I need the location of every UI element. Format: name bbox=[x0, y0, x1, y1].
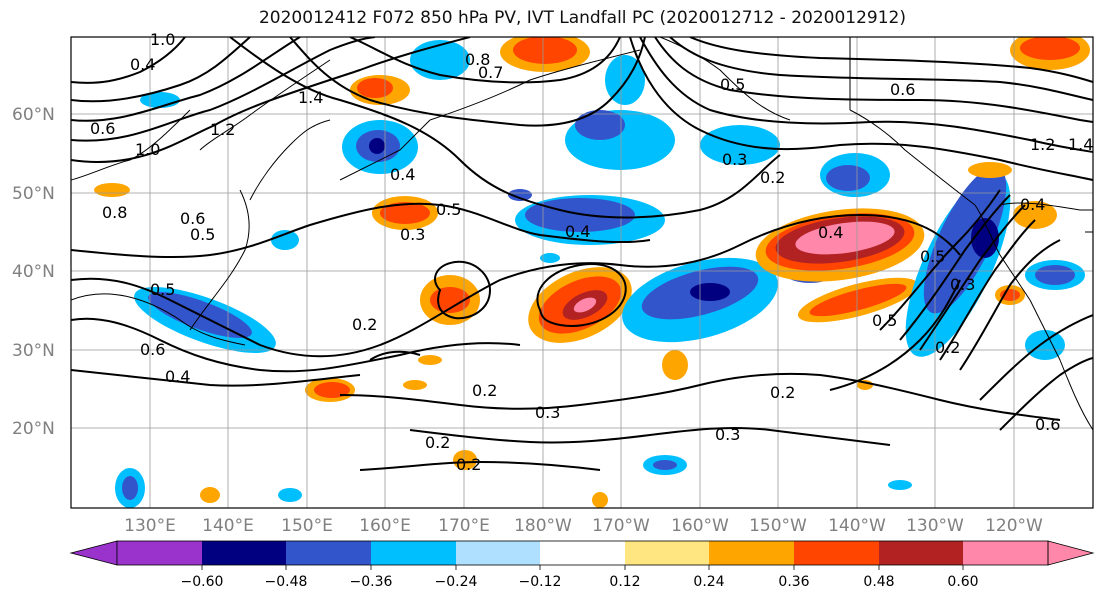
lon-label: 180°W bbox=[514, 516, 572, 536]
colorbar-bin bbox=[371, 541, 456, 565]
contour-label: 0.2 bbox=[760, 168, 785, 187]
contour-label: 0.5 bbox=[720, 75, 745, 94]
lon-label: 170°E bbox=[438, 516, 490, 536]
colorbar-bin bbox=[794, 541, 879, 565]
lon-label: 130°E bbox=[124, 516, 176, 536]
map-title: 2020012412 F072 850 hPa PV, IVT Landfall… bbox=[258, 8, 906, 28]
colorbar-extend-high bbox=[1047, 540, 1095, 566]
colorbar-bin bbox=[202, 541, 286, 565]
contour-label: 1.4 bbox=[298, 88, 323, 107]
contour-label: 0.7 bbox=[478, 63, 503, 82]
lon-label: 140°W bbox=[828, 516, 886, 536]
contour-label: 0.5 bbox=[150, 280, 175, 299]
contour-label: 0.5 bbox=[920, 247, 945, 266]
colorbar-tick-label: 0.60 bbox=[947, 574, 978, 590]
colorbar-tick-label: −0.12 bbox=[519, 574, 562, 590]
colorbar-tick-label: −0.24 bbox=[435, 574, 478, 590]
contour-label: 1.0 bbox=[135, 140, 160, 159]
ivt-contours bbox=[71, 37, 1093, 471]
contour-label: 0.6 bbox=[1035, 415, 1060, 434]
contour-label: 0.3 bbox=[400, 225, 425, 244]
contour-label: 0.8 bbox=[465, 50, 490, 69]
contour-label: 0.2 bbox=[456, 455, 481, 474]
latitude-labels: 60°N 50°N 40°N 30°N 20°N bbox=[12, 105, 55, 439]
contour-label: 0.3 bbox=[535, 403, 560, 422]
lon-label: 160°W bbox=[671, 516, 729, 536]
colorbar-tick-label: −0.60 bbox=[181, 574, 224, 590]
contour-label: 0.2 bbox=[770, 383, 795, 402]
lon-label: 140°E bbox=[202, 516, 254, 536]
contour-label: 1.0 bbox=[150, 30, 175, 49]
longitude-labels: 130°E 140°E 150°E 160°E 170°E 180°W 170°… bbox=[124, 516, 1043, 536]
colorbar-bin bbox=[540, 541, 625, 565]
contour-label: 0.2 bbox=[425, 433, 450, 452]
colorbar-extend-low bbox=[69, 540, 118, 566]
contour-label: 0.3 bbox=[722, 150, 747, 169]
contour-label: 0.2 bbox=[472, 381, 497, 400]
contour-label: 0.3 bbox=[715, 425, 740, 444]
lat-label: 20°N bbox=[12, 419, 55, 439]
lon-label: 170°W bbox=[592, 516, 650, 536]
contour-label: 0.6 bbox=[140, 340, 165, 359]
lon-label: 120°W bbox=[985, 516, 1043, 536]
contour-label: 0.2 bbox=[935, 338, 960, 357]
contour-label: 0.4 bbox=[1020, 195, 1045, 214]
colorbar-bin bbox=[117, 541, 202, 565]
map-frame bbox=[70, 36, 1094, 509]
contour-label: 0.6 bbox=[90, 119, 115, 138]
contour-label: 0.6 bbox=[180, 209, 205, 228]
lon-label: 150°E bbox=[281, 516, 333, 536]
contour-label: 0.2 bbox=[352, 315, 377, 334]
colorbar-tick-label: −0.48 bbox=[265, 574, 308, 590]
colorbar-bin bbox=[286, 541, 371, 565]
lat-label: 30°N bbox=[12, 341, 55, 361]
lat-label: 40°N bbox=[12, 262, 55, 282]
colorbar-bin bbox=[709, 541, 794, 565]
contour-label: 0.4 bbox=[165, 367, 190, 386]
colorbar-bin bbox=[625, 541, 709, 565]
contour-label: 1.2 bbox=[1030, 135, 1055, 154]
lat-label: 60°N bbox=[12, 105, 55, 125]
contour-label: 0.4 bbox=[130, 55, 155, 74]
contour-label: 0.4 bbox=[818, 223, 843, 242]
contour-label: 0.5 bbox=[190, 225, 215, 244]
contour-label: 0.3 bbox=[950, 275, 975, 294]
colorbar-tick-label: 0.48 bbox=[863, 574, 894, 590]
colorbar-bin bbox=[456, 541, 540, 565]
lon-label: 160°E bbox=[359, 516, 411, 536]
colorbar-bin bbox=[963, 541, 1048, 565]
colorbar-tick-label: 0.24 bbox=[693, 574, 724, 590]
contour-label: 0.8 bbox=[102, 203, 127, 222]
colorbar-tick-label: 0.36 bbox=[778, 574, 809, 590]
lat-label: 50°N bbox=[12, 184, 55, 204]
colorbar-tick-label: 0.12 bbox=[609, 574, 640, 590]
colorbar-outline bbox=[116, 540, 1049, 566]
lon-label: 130°W bbox=[906, 516, 964, 536]
colorbar: −0.60 −0.48 −0.36 −0.24 −0.12 0.12 0.24 … bbox=[69, 540, 1095, 590]
contour-label: 0.6 bbox=[890, 80, 915, 99]
graticule bbox=[71, 37, 1093, 508]
contour-labels: 1.0 0.4 1.4 0.8 0.7 0.6 1.2 1.0 0.5 0.6 … bbox=[90, 30, 1093, 474]
contour-label: 1.2 bbox=[210, 120, 235, 139]
colorbar-bin bbox=[879, 541, 963, 565]
contour-label: 0.4 bbox=[565, 222, 590, 241]
contour-label: 1.4 bbox=[1068, 135, 1093, 154]
contour-label: 0.4 bbox=[390, 165, 415, 184]
contour-label: 0.5 bbox=[436, 200, 461, 219]
colorbar-tick-label: −0.36 bbox=[350, 574, 393, 590]
contour-label: 0.5 bbox=[872, 311, 897, 330]
lon-label: 150°W bbox=[749, 516, 807, 536]
